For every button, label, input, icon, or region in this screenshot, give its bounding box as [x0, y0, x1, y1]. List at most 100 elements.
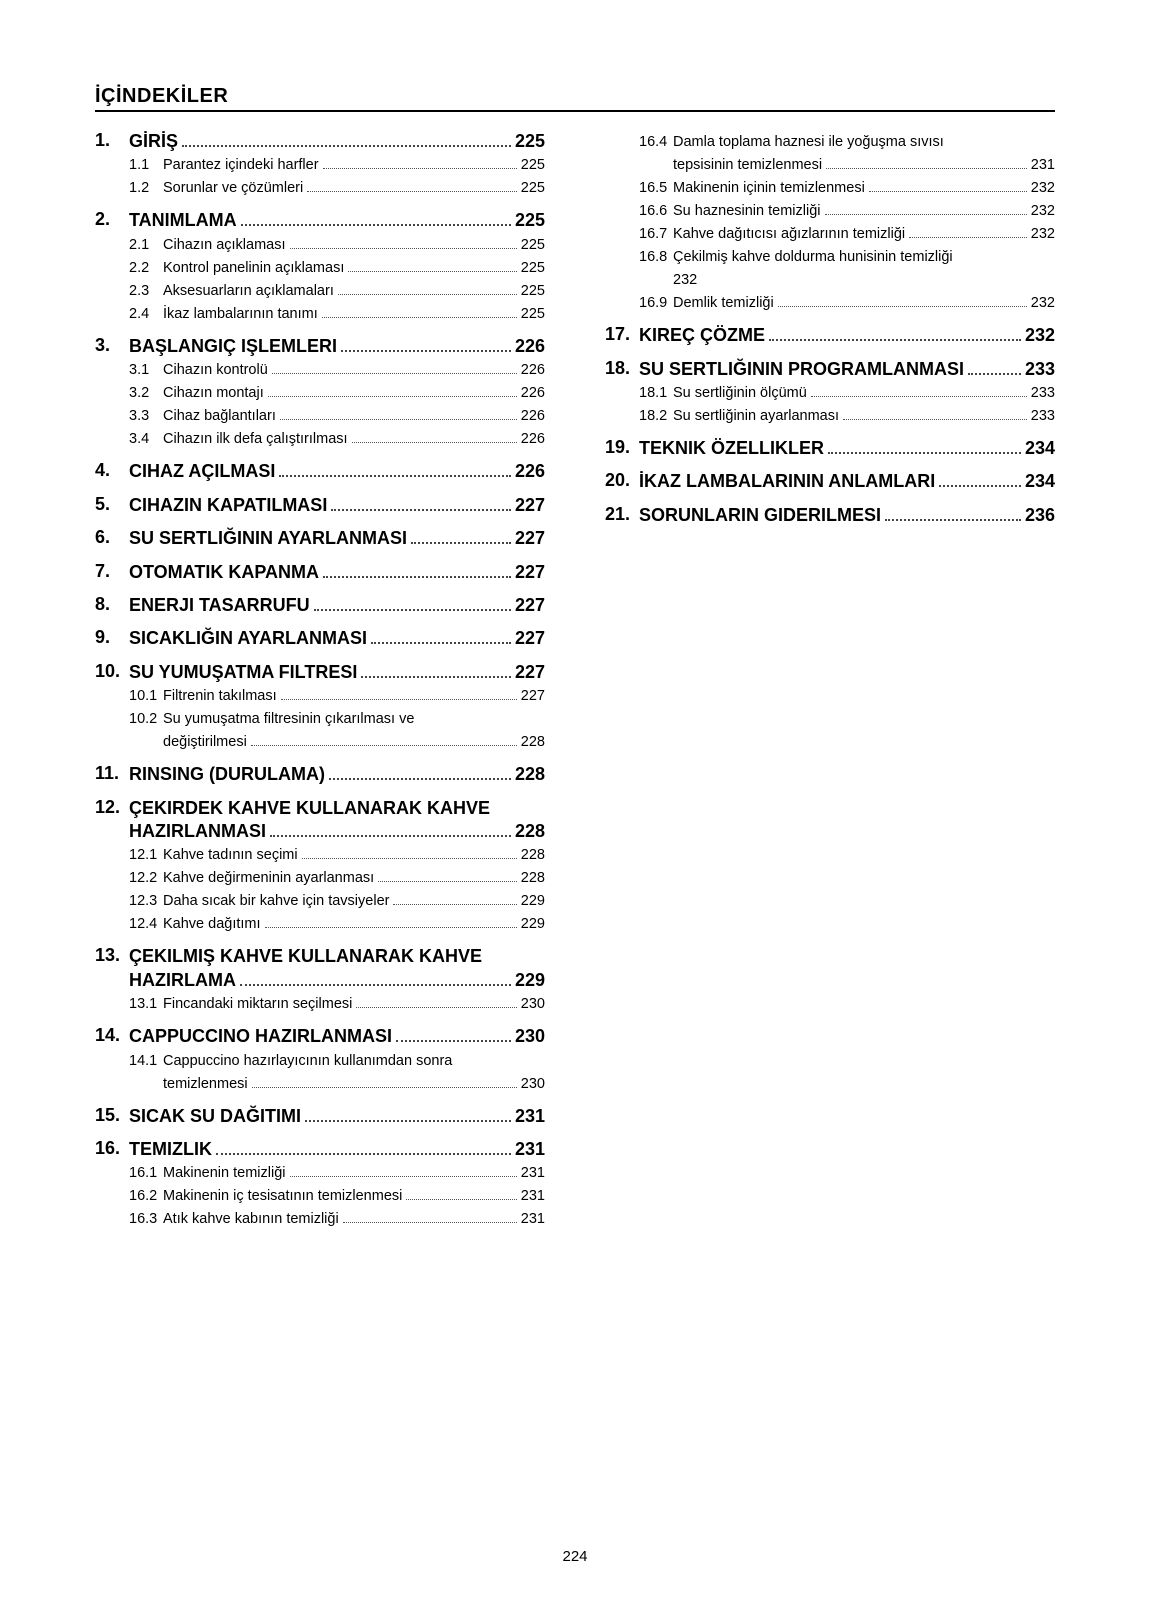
toc-sub-row: 16.5Makinenin içinin temizlenmesi232 [639, 178, 1055, 199]
toc-sub-row: 2.3Aksesuarların açıklamaları225 [129, 281, 545, 302]
section-title-row: CIHAZ AÇILMASI226 [129, 460, 545, 483]
sub-number: 14.1 [129, 1051, 163, 1072]
section-page: 227 [515, 661, 545, 684]
sub-page: 226 [521, 406, 545, 427]
section-title-row: ÇEKIRDEK KAHVE KULLANARAK KAHVE [129, 797, 545, 820]
document-page: İÇİNDEKİLER 1.GİRİŞ2251.1Parantez içinde… [0, 0, 1150, 1600]
section-body: KIREÇ ÇÖZME 232 [639, 324, 1055, 347]
sub-page: 225 [521, 235, 545, 256]
leader-dots [826, 156, 1027, 169]
sub-label: Kontrol panelinin açıklaması [163, 258, 344, 279]
section-body: TEKNIK ÖZELLIKLER234 [639, 437, 1055, 460]
toc-section: 21.SORUNLARIN GIDERILMESI236 [605, 504, 1055, 527]
leader-dots [241, 210, 511, 226]
sub-label: Cihazın kontrolü [163, 360, 268, 381]
toc-sub-row: 1.1Parantez içindeki harfler225 [129, 155, 545, 176]
leader-dots [885, 504, 1021, 520]
section-title: CAPPUCCINO HAZIRLANMASI [129, 1025, 392, 1048]
toc-sub-row: tepsisinin temizlenmesi231 [639, 155, 1055, 176]
sub-number: 2.1 [129, 235, 163, 256]
sub-number: 18.2 [639, 406, 673, 427]
section-title: İKAZ LAMBALARININ ANLAMLARI [639, 470, 935, 493]
section-number: 7. [95, 561, 129, 584]
toc-section: 11.RINSING (DURULAMA)228 [95, 763, 545, 786]
sub-label: Kahve dağıtıcısı ağızlarının temizliği [673, 224, 905, 245]
toc-section: 20.İKAZ LAMBALARININ ANLAMLARI234 [605, 470, 1055, 493]
toc-section: 7.OTOMATIK KAPANMA227 [95, 561, 545, 584]
leader-dots [338, 282, 517, 295]
sub-number: 12.1 [129, 845, 163, 866]
sub-number: 2.3 [129, 281, 163, 302]
toc-section: 5.CIHAZIN KAPATILMASI227 [95, 494, 545, 517]
section-title-row: ÇEKILMIŞ KAHVE KULLANARAK KAHVE [129, 945, 545, 968]
leader-dots [341, 335, 511, 351]
toc-section: 12.ÇEKIRDEK KAHVE KULLANARAK KAHVEHAZIRL… [95, 797, 545, 936]
sub-label: Su yumuşatma filtresinin çıkarılması ve [163, 709, 414, 730]
section-number: 10. [95, 661, 129, 753]
section-body: SICAKLIĞIN AYARLANMASI227 [129, 627, 545, 650]
leader-dots [348, 259, 516, 272]
leader-dots [828, 438, 1021, 454]
toc-sub-row: 16.9Demlik temizliği232 [639, 293, 1055, 314]
sub-number: 16.4 [639, 132, 673, 153]
sub-number: 16.8 [639, 247, 673, 268]
sub-number: 1.2 [129, 178, 163, 199]
leader-dots [393, 893, 516, 906]
section-number: 18. [605, 358, 639, 427]
sub-label: Cihazın açıklaması [163, 235, 286, 256]
toc-sub-row: 1.2Sorunlar ve çözümleri225 [129, 178, 545, 199]
section-number: 2. [95, 209, 129, 324]
toc-column-left: 1.GİRİŞ2251.1Parantez içindeki harfler22… [95, 120, 545, 1230]
leader-dots [280, 408, 517, 421]
section-body: İKAZ LAMBALARININ ANLAMLARI234 [639, 470, 1055, 493]
section-number: 17. [605, 324, 639, 347]
section-page: 227 [515, 594, 545, 617]
leader-dots [272, 362, 517, 375]
sub-label: Makinenin iç tesisatının temizlenmesi [163, 1186, 402, 1207]
leader-dots [909, 225, 1027, 238]
toc-section: 15.SICAK SU DAĞITIMI231 [95, 1105, 545, 1128]
sub-page: 230 [521, 1074, 545, 1095]
sub-number: 16.2 [129, 1186, 163, 1207]
toc-sub-row: 16.2Makinenin iç tesisatının temizlenmes… [129, 1186, 545, 1207]
section-title: TANIMLAMA [129, 209, 237, 232]
section-title: HAZIRLAMA [129, 969, 236, 992]
sub-page: 228 [521, 732, 545, 753]
section-page: 227 [515, 527, 545, 550]
section-title: SU SERTLIĞININ AYARLANMASI [129, 527, 407, 550]
leader-dots [811, 384, 1027, 397]
section-page: 225 [515, 130, 545, 153]
sub-page: 233 [1031, 406, 1055, 427]
section-title: KIREÇ ÇÖZME [639, 324, 765, 347]
section-title: TEMIZLIK [129, 1138, 212, 1161]
section-page: 228 [515, 820, 545, 843]
toc-sub-row: 13.1Fincandaki miktarın seçilmesi230 [129, 994, 545, 1015]
sub-page: 233 [1031, 383, 1055, 404]
section-body: BAŞLANGIÇ IŞLEMLERI2263.1Cihazın kontrol… [129, 335, 545, 450]
section-title-row: CIHAZIN KAPATILMASI227 [129, 494, 545, 517]
section-title: ÇEKILMIŞ KAHVE KULLANARAK KAHVE [129, 945, 482, 968]
toc-sub-row: 16.3Atık kahve kabının temizliği231 [129, 1209, 545, 1230]
section-title-row: TEMIZLIK231 [129, 1138, 545, 1161]
section-number: 9. [95, 627, 129, 650]
leader-dots [406, 1188, 516, 1201]
section-title-row: GİRİŞ225 [129, 130, 545, 153]
section-page: 227 [515, 627, 545, 650]
leader-dots [322, 305, 517, 318]
section-title: HAZIRLANMASI [129, 820, 266, 843]
section-number: 4. [95, 460, 129, 483]
sub-number: 2.4 [129, 304, 163, 325]
section-body: TANIMLAMA2252.1Cihazın açıklaması2252.2K… [129, 209, 545, 324]
toc-sub-row: 12.4Kahve dağıtımı229 [129, 914, 545, 935]
toc-sub-row: 18.2Su sertliğinin ayarlanması233 [639, 406, 1055, 427]
sub-label: Cihaz bağlantıları [163, 406, 276, 427]
section-title-row: BAŞLANGIÇ IŞLEMLERI226 [129, 335, 545, 358]
toc-section: 16.4Damla toplama haznesi ile yoğuşma sı… [605, 130, 1055, 314]
sub-number: 16.1 [129, 1163, 163, 1184]
toc-sub-row: 3.1Cihazın kontrolü226 [129, 360, 545, 381]
sub-number: 16.5 [639, 178, 673, 199]
toc-sub-row: 14.1Cappuccino hazırlayıcının kullanımda… [129, 1051, 545, 1072]
leader-dots [329, 764, 511, 780]
section-page: 236 [1025, 504, 1055, 527]
section-page: 232 [1025, 324, 1055, 347]
